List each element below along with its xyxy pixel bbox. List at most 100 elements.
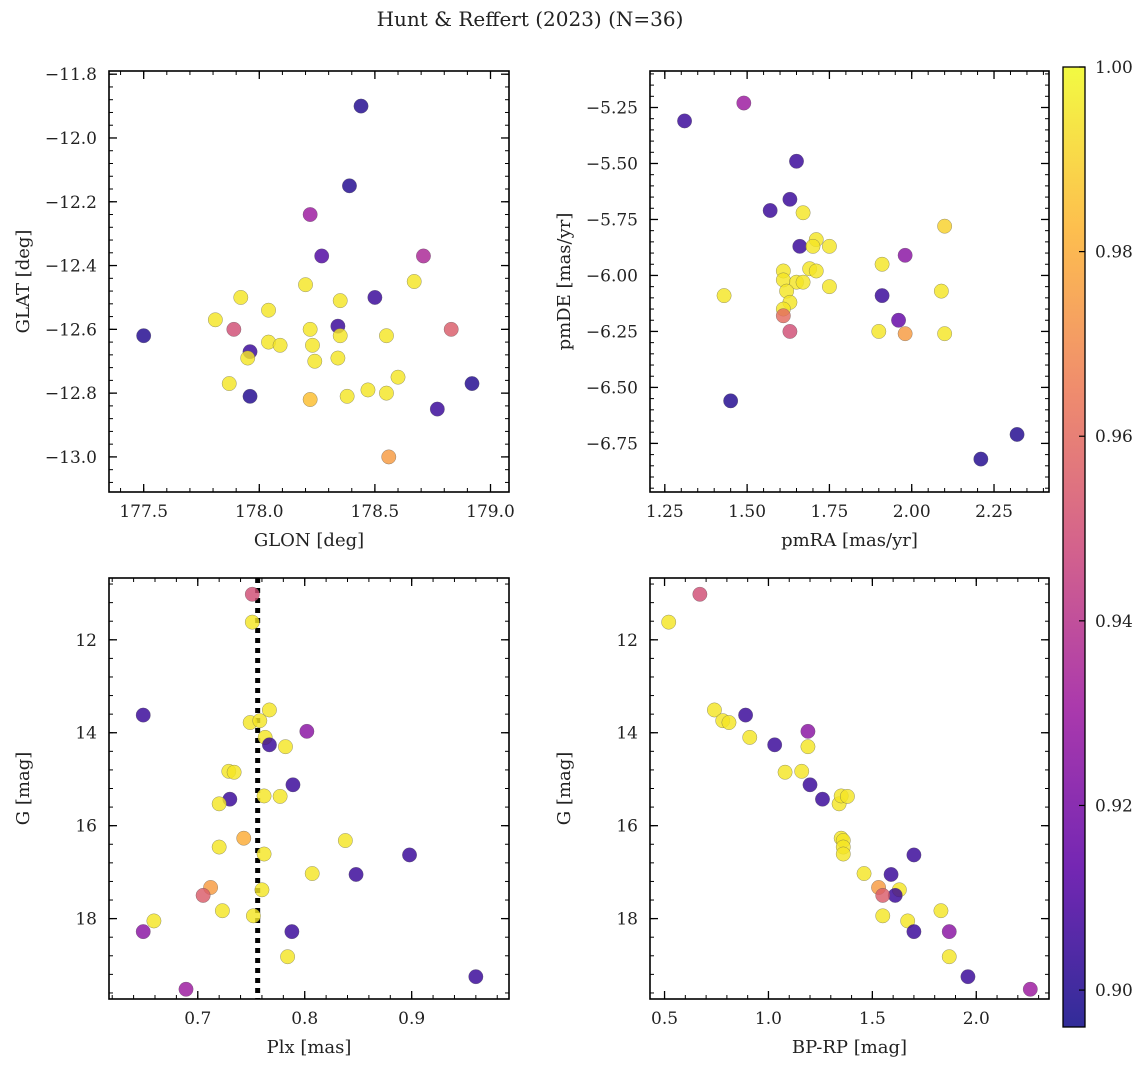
x-tick-label: 0.7 <box>184 1009 211 1029</box>
data-point <box>299 723 315 739</box>
plot-frame <box>649 70 1050 493</box>
data-point <box>782 323 798 339</box>
data-point <box>933 903 949 919</box>
plot-frame <box>649 577 1050 1000</box>
data-point <box>135 924 151 940</box>
data-point <box>402 847 417 863</box>
data-point <box>195 887 211 903</box>
data-point <box>941 949 957 965</box>
y-tick-label: −12.8 <box>45 384 97 404</box>
data-point <box>226 321 242 337</box>
y-tick-label: −5.50 <box>586 154 638 174</box>
data-point <box>468 969 484 985</box>
data-point <box>226 764 242 780</box>
data-point <box>332 328 348 344</box>
data-point <box>941 924 957 940</box>
y-tick-label: 14 <box>75 724 97 744</box>
colorbar-tick-label: 0.94 <box>1095 612 1133 632</box>
data-point <box>353 98 369 114</box>
data-point <box>937 218 953 234</box>
y-axis-label: GLAT [deg] <box>13 230 34 334</box>
colorbar-tick-label: 0.92 <box>1095 796 1133 816</box>
data-point <box>337 833 353 848</box>
x-tick-label: 0.9 <box>398 1009 425 1029</box>
x-axis-label: Plx [mas] <box>267 1037 352 1058</box>
data-point <box>808 263 824 279</box>
y-tick-label: −12.4 <box>45 257 97 277</box>
data-point <box>261 302 276 318</box>
data-point <box>390 369 406 385</box>
data-point <box>211 796 227 812</box>
data-point <box>360 382 376 398</box>
data-point <box>874 256 890 272</box>
data-point <box>792 238 808 254</box>
proper-motion-panel: 1.25 1.50 1.75 2.00 2.25 −5.25 −5.50 −5.75 −6.00… <box>554 70 1050 551</box>
data-point <box>443 321 459 337</box>
data-point <box>342 178 357 194</box>
y-tick-label: −6.25 <box>586 322 638 342</box>
y-axis-label: G [mag] <box>13 752 34 825</box>
data-point <box>661 614 677 630</box>
data-point <box>777 764 793 780</box>
data-point <box>762 203 778 218</box>
data-point <box>856 866 872 881</box>
parallax-magnitude-panel: 0.7 0.8 0.9 12 14 16 18 Plx [mas] G [mag] <box>13 577 510 1058</box>
data-point <box>304 866 320 881</box>
data-point <box>800 739 816 755</box>
data-point <box>272 788 288 804</box>
x-tick-label: 1.75 <box>810 502 848 522</box>
data-point <box>736 95 752 111</box>
data-point <box>135 707 151 723</box>
data-point <box>221 376 237 392</box>
y-tick-label: −6.50 <box>586 378 638 398</box>
data-point <box>897 247 913 263</box>
data-point <box>800 723 816 739</box>
y-tick-label: −5.25 <box>586 99 638 119</box>
plot-frame <box>108 70 510 493</box>
data-point <box>897 326 913 342</box>
x-tick-label: 2.25 <box>975 502 1013 522</box>
y-tick-label: 12 <box>616 631 638 651</box>
y-axis-label: G [mag] <box>554 752 575 825</box>
data-point <box>1022 981 1038 997</box>
data-point <box>244 586 260 602</box>
data-point <box>738 707 754 723</box>
data-point <box>821 279 837 295</box>
data-point <box>302 392 318 407</box>
y-tick-label: −5.75 <box>586 210 638 230</box>
data-point <box>214 903 230 919</box>
data-point <box>883 867 899 882</box>
y-tick-label: −6.75 <box>586 434 638 454</box>
x-tick-label: 178.0 <box>235 502 284 522</box>
data-point <box>245 908 261 924</box>
data-point <box>464 376 480 392</box>
y-tick-label: −11.8 <box>45 65 97 85</box>
y-tick-label: 14 <box>616 724 638 744</box>
data-point <box>429 401 445 417</box>
y-tick-label: −13.0 <box>45 448 97 468</box>
x-tick-label: 2.0 <box>963 1009 990 1029</box>
data-point <box>280 949 296 965</box>
y-axis-label: pmDE [mas/yr] <box>554 213 575 351</box>
data-point <box>211 839 227 855</box>
data-point <box>692 586 708 602</box>
data-point <box>775 308 791 324</box>
x-axis-label: GLON [deg] <box>254 530 364 551</box>
data-point <box>307 353 323 369</box>
data-point <box>795 274 811 290</box>
data-point <box>348 867 364 882</box>
data-point <box>136 328 152 344</box>
data-point <box>302 321 318 337</box>
y-tick-label: 16 <box>616 817 638 837</box>
data-point <box>252 713 268 729</box>
x-tick-label: 0.5 <box>651 1009 678 1029</box>
data-point <box>332 293 348 309</box>
panels: 177.5 178.0 178.5 179.0 −11.8 −12.0 −12.2 −12.4… <box>13 65 1050 1058</box>
x-tick-label: 178.5 <box>351 502 400 522</box>
plot-frame <box>108 577 510 1000</box>
data-point <box>379 385 394 401</box>
colorbar-tick-label: 0.98 <box>1095 243 1133 263</box>
x-tick-label: 179.0 <box>466 502 515 522</box>
x-tick-label: 0.8 <box>291 1009 318 1029</box>
